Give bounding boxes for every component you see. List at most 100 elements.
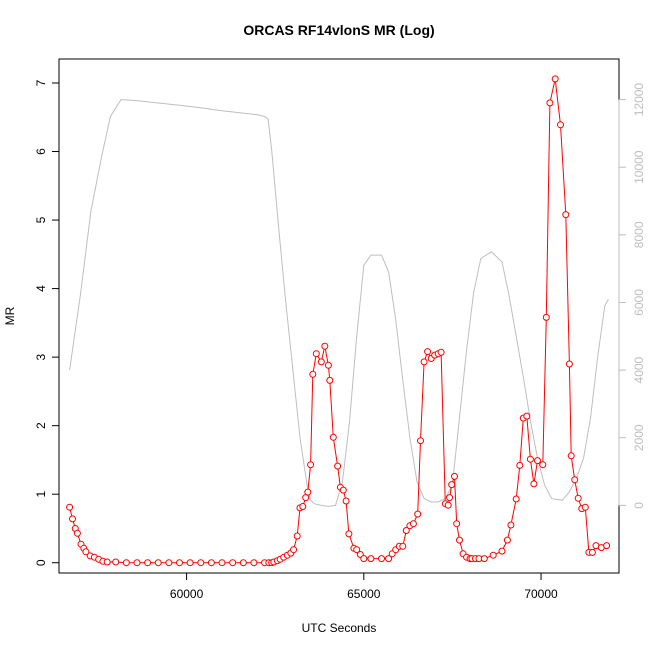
y2-tick-label: 0	[632, 502, 646, 509]
x-tick-label: 70000	[524, 587, 558, 601]
mr-point	[399, 542, 407, 550]
mr-point	[588, 548, 596, 556]
mr-point	[534, 457, 541, 465]
mr-point	[451, 472, 458, 480]
mr-point	[444, 501, 452, 509]
mr-point	[437, 348, 445, 356]
y-tick-label: 5	[34, 216, 48, 223]
mr-point	[503, 536, 511, 544]
mr-point	[512, 495, 520, 503]
mr-point	[557, 121, 564, 129]
y-tick-label: 4	[34, 285, 48, 292]
mr-point	[165, 559, 173, 567]
mr-point	[409, 520, 417, 528]
mr-point	[414, 510, 422, 518]
mr-point	[317, 358, 325, 366]
y2-axis: 0 2000 4000 6000 8000 10000 12000	[618, 83, 646, 509]
y2-tick-label: 10000	[632, 150, 646, 184]
mr-point	[489, 551, 497, 559]
mr-point	[307, 461, 315, 469]
mr-point	[498, 547, 506, 555]
y2-tick-label: 4000	[632, 356, 646, 383]
series-layer	[66, 75, 611, 567]
mr-point	[567, 452, 575, 460]
mr-point	[339, 486, 347, 494]
mr-point	[186, 559, 194, 567]
mr-point	[176, 559, 183, 567]
mr-line	[69, 78, 607, 564]
mr-point	[218, 559, 226, 567]
altitude-line	[69, 99, 609, 507]
mr-point	[321, 342, 329, 350]
mr-point	[112, 558, 120, 566]
mr-point	[581, 503, 589, 511]
mr-point	[539, 461, 547, 469]
mr-point	[603, 542, 611, 550]
mr-point	[290, 546, 298, 554]
mr-point	[353, 546, 361, 554]
mr-point	[342, 497, 350, 505]
mr-point	[523, 412, 531, 420]
mr-point	[526, 455, 534, 463]
mr-point	[69, 515, 76, 523]
mr-point	[326, 376, 334, 384]
mr-point	[312, 350, 320, 358]
mr-point	[197, 559, 205, 567]
y-tick-label: 0	[34, 559, 48, 566]
mr-point	[446, 494, 454, 502]
mr-point	[73, 529, 81, 537]
y-tick-label: 1	[34, 491, 48, 498]
mr-point	[299, 503, 307, 510]
mr-point	[82, 548, 90, 556]
mr-point	[133, 559, 141, 567]
mr-point	[402, 527, 410, 534]
mr-point	[565, 360, 573, 368]
mr-point	[448, 481, 456, 489]
mr-point	[103, 558, 111, 566]
mr-point	[207, 559, 215, 567]
y-tick-label: 6	[34, 148, 48, 155]
mr-point	[367, 555, 375, 563]
mr-point	[309, 370, 317, 378]
mr-point	[542, 313, 550, 321]
mr-point	[324, 361, 332, 369]
mr-point	[574, 494, 582, 502]
y-tick-label: 7	[34, 79, 48, 86]
mr-point	[66, 503, 74, 511]
y-tick-label: 3	[34, 353, 48, 360]
mr-point	[571, 476, 579, 484]
x-axis: 60000 65000 70000	[170, 572, 558, 601]
y2-tick-label: 12000	[632, 83, 646, 117]
mr-point	[345, 530, 353, 538]
y-axis: 0 1 2 3 4 5 6 7	[34, 79, 60, 566]
y2-tick-label: 8000	[632, 221, 646, 248]
mr-point	[122, 559, 130, 567]
mr-point	[546, 99, 554, 107]
mr-point	[551, 75, 559, 83]
x-tick-label: 65000	[347, 587, 381, 601]
mr-point	[385, 555, 393, 563]
y2-tick-label: 2000	[632, 424, 646, 451]
mr-point	[304, 488, 312, 496]
mr-point	[144, 559, 152, 567]
mr-point	[562, 211, 570, 219]
mr-point	[424, 348, 432, 356]
plot-frame	[58, 58, 620, 574]
mr-point	[480, 555, 488, 563]
mr-point	[516, 461, 524, 469]
x-tick-label: 60000	[170, 587, 204, 601]
mr-point	[417, 437, 424, 445]
chart-title: ORCAS RF14vlonS MR (Log)	[243, 22, 434, 38]
mr-point	[329, 433, 337, 441]
mr-point	[378, 555, 385, 563]
mr-point	[334, 462, 342, 470]
y-axis-label: MR	[3, 306, 17, 325]
mr-point	[453, 520, 461, 528]
x-axis-label: UTC Seconds	[302, 621, 377, 635]
mr-point	[360, 555, 368, 563]
mr-point	[229, 559, 237, 567]
y2-tick-label: 6000	[632, 289, 646, 316]
mr-point	[456, 536, 463, 544]
mr-point	[507, 521, 515, 529]
